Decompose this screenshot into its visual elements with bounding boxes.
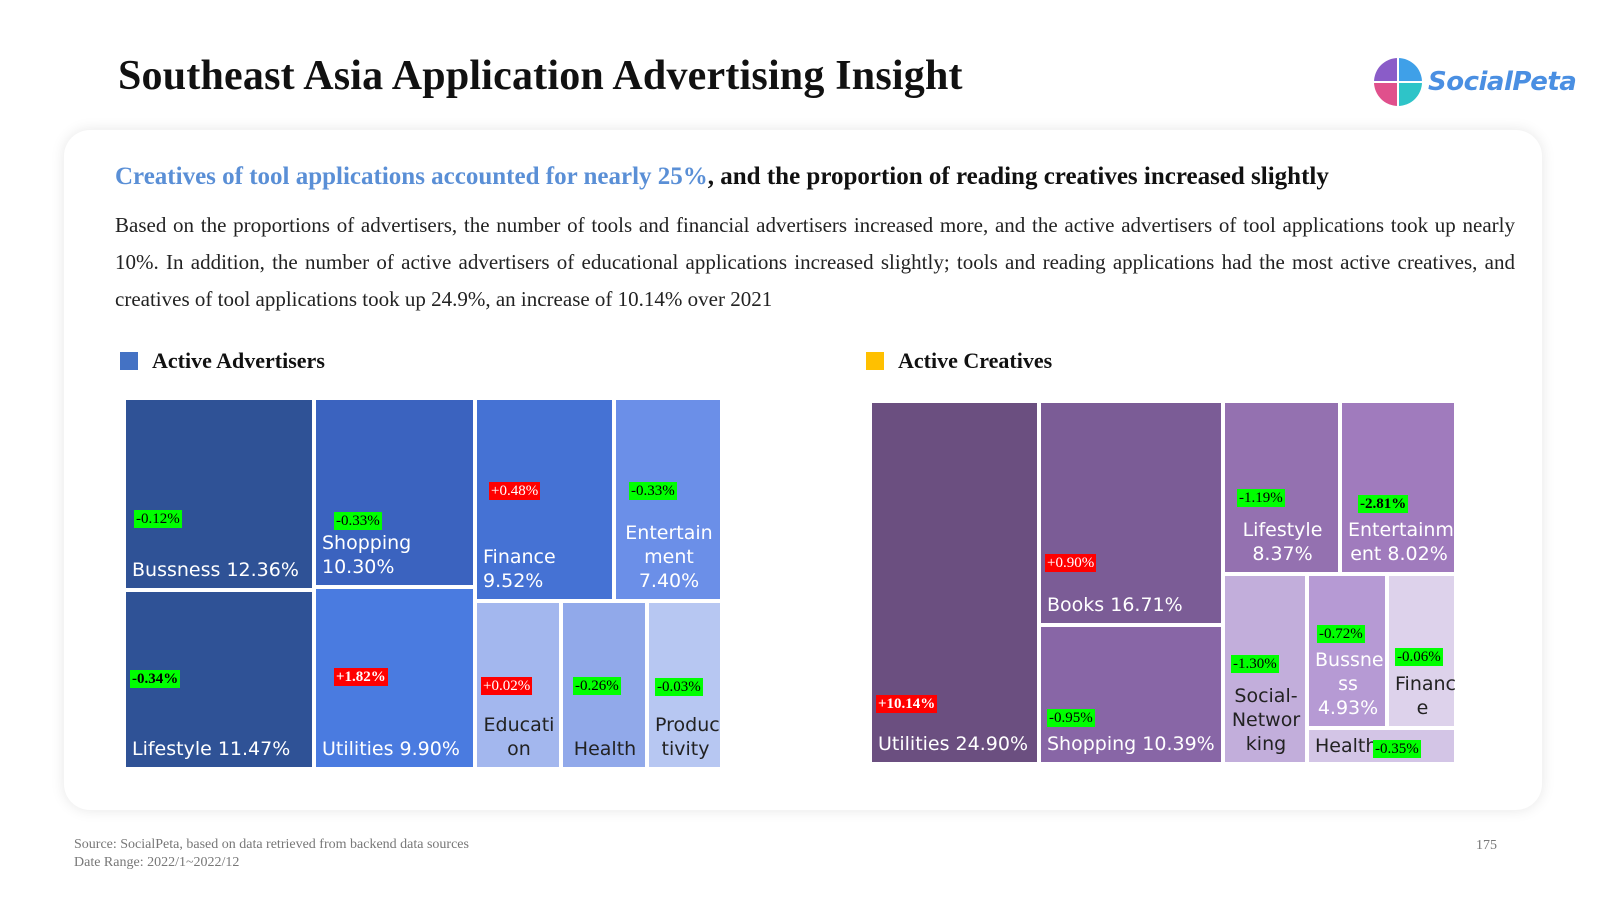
advertisers-cell-finance: Finance 9.52% +0.48% [475, 398, 614, 601]
creatives-cell-finance: Financ e -0.06% [1387, 574, 1456, 728]
advertisers-cell-lifestyle: Lifestyle 11.47% -0.34% [124, 590, 314, 769]
change-badge: -0.12% [134, 510, 182, 528]
change-badge: -0.72% [1317, 625, 1365, 643]
cell-label: Social- Networ king [1231, 685, 1301, 755]
change-badge: -0.35% [1373, 740, 1421, 758]
cell-label: Lifestyle 11.47% [132, 738, 291, 760]
change-badge: +1.82% [334, 668, 388, 686]
advertisers-cell-health: Health -0.26% [561, 601, 647, 769]
body-paragraph: Based on the proportions of advertisers,… [115, 213, 1515, 311]
legend-active-creatives: Active Creatives [866, 348, 1052, 374]
change-badge: -0.34% [130, 670, 181, 688]
page-number: 175 [1476, 838, 1497, 853]
cell-label: Health [573, 738, 637, 760]
creatives-cell-entertainment: Entertainm ent 8.02% -2.81% [1340, 401, 1456, 574]
socialpeta-logo-icon [1374, 58, 1422, 106]
change-badge: +10.14% [876, 695, 938, 713]
change-badge: -0.26% [573, 677, 621, 695]
cell-label: Produc tivity [655, 714, 720, 760]
creatives-cell-shopping: Shopping 10.39% -0.95% [1039, 625, 1223, 764]
creatives-cell-social-networking: Social- Networ king -1.30% [1223, 574, 1307, 764]
cell-label: Utilities 9.90% [322, 738, 460, 760]
cell-label: Shopping 10.30% [322, 532, 412, 578]
cell-label: Bussness 12.36% [132, 559, 299, 581]
change-badge: +0.90% [1045, 554, 1097, 572]
cell-label: Financ e [1395, 673, 1456, 719]
change-badge: -0.33% [334, 512, 382, 530]
change-badge: -1.30% [1231, 655, 1279, 673]
creatives-cell-utilities: Utilities 24.90% +10.14% [870, 401, 1039, 764]
creatives-cell-health: Health -0.35% [1307, 728, 1456, 764]
cell-label: Lifestyle 8.37% [1242, 519, 1323, 565]
headline-highlight: Creatives of tool applications accounted… [115, 163, 708, 190]
headline-rest: , and the proportion of reading creative… [707, 163, 1329, 190]
change-badge: -0.06% [1395, 648, 1443, 666]
treemap-active-creatives: Utilities 24.90% +10.14% Books 16.71% +0.90… [870, 401, 1456, 764]
cell-label: Finance 9.52% [483, 546, 556, 592]
socialpeta-logo: SocialPeta [1372, 56, 1577, 108]
change-badge: -0.33% [629, 482, 677, 500]
creatives-cell-books: Books 16.71% +0.90% [1039, 401, 1223, 625]
change-badge: -0.03% [655, 678, 703, 696]
advertisers-cell-productivity: Produc tivity -0.03% [647, 601, 722, 769]
advertisers-cell-education: Educati on +0.02% [475, 601, 561, 769]
change-badge: -2.81% [1358, 495, 1409, 513]
footer-source: Source: SocialPeta, based on data retrie… [74, 836, 469, 872]
date-range-text: Date Range: 2022/1~2022/12 [74, 855, 240, 870]
legend-label: Active Creatives [898, 348, 1053, 373]
advertisers-cell-shopping: Shopping 10.30% -0.33% [314, 398, 475, 587]
page-title: Southeast Asia Application Advertising I… [118, 53, 963, 99]
cell-label: Shopping 10.39% [1047, 733, 1215, 755]
change-badge: -0.95% [1047, 709, 1095, 727]
source-text: Source: SocialPeta, based on data retrie… [74, 837, 469, 852]
advertisers-cell-entertainment: Entertain ment 7.40% -0.33% [614, 398, 722, 601]
change-badge: +0.48% [489, 482, 541, 500]
legend-label: Active Advertisers [152, 348, 325, 373]
legend-swatch-yellow [866, 352, 884, 370]
cell-label: Entertain ment 7.40% [625, 522, 713, 592]
logo-text: SocialPeta [1428, 67, 1577, 97]
legend-active-advertisers: Active Advertisers [120, 348, 325, 374]
cell-label: Bussne ss 4.93% [1315, 649, 1384, 719]
creatives-cell-lifestyle: Lifestyle 8.37% -1.19% [1223, 401, 1340, 574]
change-badge: -1.19% [1237, 489, 1285, 507]
legend-swatch-blue [120, 352, 138, 370]
cell-label: Educati on [483, 714, 555, 760]
change-badge: +0.02% [481, 677, 533, 695]
treemap-active-advertisers: Bussness 12.36% -0.12% Lifestyle 11.47% -0.… [124, 398, 722, 769]
creatives-cell-bussness: Bussne ss 4.93% -0.72% [1307, 574, 1387, 728]
cell-label: Health [1315, 735, 1378, 757]
advertisers-cell-bussness: Bussness 12.36% -0.12% [124, 398, 314, 590]
headline: Creatives of tool applications accounted… [115, 163, 1329, 191]
cell-label: Books 16.71% [1047, 594, 1183, 616]
cell-label: Entertainm ent 8.02% [1348, 519, 1454, 565]
cell-label: Utilities 24.90% [878, 733, 1028, 755]
advertisers-cell-utilities: Utilities 9.90% +1.82% [314, 587, 475, 769]
